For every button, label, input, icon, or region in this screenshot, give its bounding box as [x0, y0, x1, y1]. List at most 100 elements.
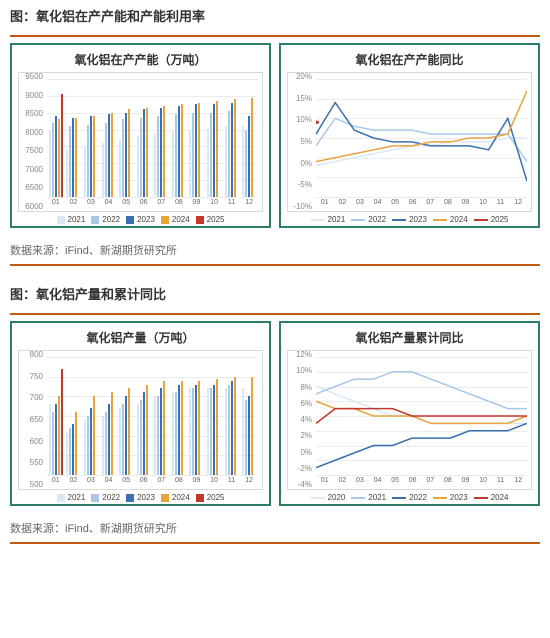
bar	[108, 404, 110, 475]
bar	[49, 404, 51, 475]
bar	[49, 130, 51, 197]
legend-label: 2023	[137, 215, 155, 224]
y-tick: 500	[17, 481, 43, 489]
bar	[58, 119, 60, 197]
x-tick: 04	[100, 199, 118, 211]
chart-1b-yaxis: 20%15%10%5%0%-5%-10%	[286, 73, 314, 211]
x-tick: 08	[439, 477, 457, 489]
x-tick: 03	[351, 477, 369, 489]
y-tick: 700	[17, 394, 43, 402]
x-tick: 10	[205, 199, 223, 211]
bar	[189, 130, 191, 197]
y-tick: 12%	[286, 351, 312, 359]
x-tick: 08	[439, 199, 457, 211]
bar	[213, 104, 215, 197]
legend-label: 2023	[450, 493, 468, 502]
x-tick: 07	[421, 199, 439, 211]
x-tick: 10	[474, 477, 492, 489]
bar-group	[47, 79, 65, 197]
legend-label: 2021	[368, 493, 386, 502]
x-tick: 05	[386, 477, 404, 489]
bar	[122, 404, 124, 475]
legend-swatch	[474, 219, 488, 221]
chart-2a-bars	[47, 357, 258, 475]
x-tick: 02	[65, 199, 83, 211]
x-tick: 09	[188, 477, 206, 489]
line-series	[316, 372, 527, 409]
chart-1b-lines	[316, 79, 527, 197]
bar	[102, 416, 104, 475]
legend-item: 2025	[196, 493, 225, 502]
chart-1a-bars	[47, 79, 258, 197]
y-tick: 7000	[17, 166, 43, 174]
bar	[175, 114, 177, 197]
bar	[72, 424, 74, 475]
x-tick: 05	[386, 199, 404, 211]
chart-1a-yaxis: 95009000850080007500700065006000	[17, 73, 45, 211]
legend-label: 2024	[450, 215, 468, 224]
bar	[55, 116, 57, 197]
bar	[90, 116, 92, 197]
y-tick: 10%	[286, 116, 312, 124]
bar	[140, 400, 142, 475]
legend-swatch	[474, 497, 488, 499]
bar	[210, 388, 212, 475]
bar	[143, 109, 145, 197]
chart-2b-title: 氧化铝产量累计同比	[287, 327, 532, 350]
legend-label: 2024	[491, 493, 509, 502]
x-tick: 12	[509, 199, 527, 211]
bar	[251, 377, 253, 475]
legend-item: 2022	[91, 215, 120, 224]
x-tick: 11	[492, 477, 510, 489]
chart-1b-plot: 20%15%10%5%0%-5%-10% 0102030405060708091…	[287, 72, 532, 212]
legend-item: 2024	[474, 493, 509, 502]
bar	[128, 388, 130, 475]
bar	[125, 113, 127, 197]
bar	[228, 385, 230, 475]
figure-2-title: 图：氧化铝产量和累计同比	[10, 284, 540, 307]
y-tick: 0%	[286, 160, 312, 168]
bar	[69, 428, 71, 475]
legend-label: 2022	[102, 215, 120, 224]
bar-group	[223, 79, 241, 197]
y-tick: 9500	[17, 73, 43, 81]
bar	[231, 103, 233, 197]
legend-label: 2023	[409, 215, 427, 224]
bar-group	[100, 357, 118, 475]
bar-group	[82, 79, 100, 197]
x-tick: 08	[170, 199, 188, 211]
x-tick: 10	[474, 199, 492, 211]
x-tick: 02	[65, 477, 83, 489]
legend-item: 2023	[433, 493, 468, 502]
bar	[137, 404, 139, 475]
legend-swatch	[196, 216, 204, 224]
x-tick: 07	[152, 199, 170, 211]
x-tick: 09	[457, 477, 475, 489]
figure-1-header: 图：氧化铝在产产能和产能利用率	[0, 0, 550, 33]
y-tick: 600	[17, 438, 43, 446]
bar-group	[223, 357, 241, 475]
bar	[248, 116, 250, 197]
chart-1b-xaxis: 010203040506070809101112	[316, 199, 527, 211]
legend-item: 2024	[433, 215, 468, 224]
chart-2b-plot: 12%10%8%6%4%2%0%-2%-4% 01020304050607080…	[287, 350, 532, 490]
bar	[66, 150, 68, 197]
y-tick: 0%	[286, 449, 312, 457]
x-tick: 06	[135, 199, 153, 211]
bar	[111, 113, 113, 197]
line-series	[316, 138, 527, 166]
bar	[108, 114, 110, 197]
bar	[93, 396, 95, 475]
x-tick: 02	[334, 199, 352, 211]
x-tick: 04	[100, 477, 118, 489]
y-tick: 4%	[286, 416, 312, 424]
bar	[181, 381, 183, 475]
bar	[175, 392, 177, 475]
legend-swatch	[161, 216, 169, 224]
bar-group	[117, 357, 135, 475]
x-tick: 12	[240, 477, 258, 489]
bar	[157, 116, 159, 197]
bar	[248, 396, 250, 475]
bar-group	[240, 357, 258, 475]
legend-label: 2021	[68, 493, 86, 502]
